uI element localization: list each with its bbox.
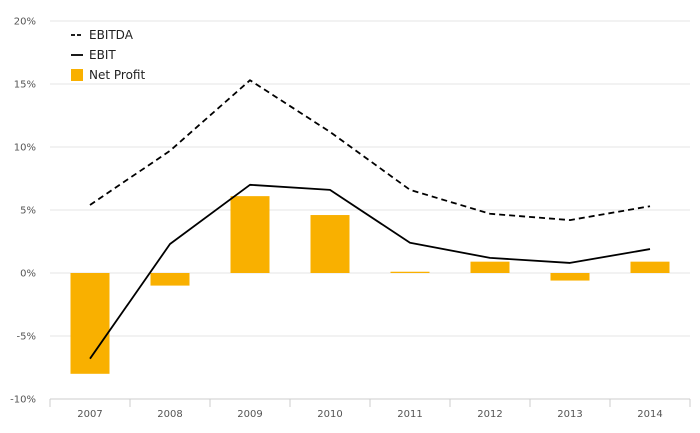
legend-label: EBITDA [89, 28, 134, 42]
y-tick-label: -5% [17, 332, 36, 343]
x-tick-label: 2013 [557, 409, 582, 420]
legend-label: Net Profit [89, 68, 145, 82]
net-profit-bar [70, 273, 110, 374]
net-profit-bar [630, 261, 670, 273]
net-profit-bar [230, 196, 270, 273]
x-tick-label: 2011 [397, 409, 422, 420]
y-tick-label: 15% [14, 80, 36, 91]
y-tick-label: 5% [20, 206, 36, 217]
net-profit-bar [390, 271, 430, 273]
ebit-line [89, 183, 651, 360]
x-tick-label: 2007 [77, 409, 102, 420]
y-axis-ticks: -10% -5% 0% 5% 10% 15% 20% [10, 17, 36, 406]
net-profit-bars [70, 196, 670, 374]
x-tick-label: 2009 [237, 409, 262, 420]
series-lines [89, 79, 651, 360]
y-tick-label: -10% [10, 395, 36, 406]
net-profit-bar [150, 273, 190, 286]
net-profit-bar [550, 273, 590, 281]
y-tick-label: 10% [14, 143, 36, 154]
net-profit-bar [310, 215, 350, 273]
legend-swatch [71, 69, 83, 81]
x-tick-label: 2008 [157, 409, 182, 420]
net-profit-bar [470, 261, 510, 273]
x-tick-label: 2014 [637, 409, 662, 420]
x-tick-label: 2010 [317, 409, 342, 420]
ebitda-line [89, 79, 651, 221]
y-tick-label: 20% [14, 17, 36, 28]
x-axis: 2007 2008 2009 2010 2011 2012 2013 2014 [49, 398, 691, 420]
x-tick-label: 2012 [477, 409, 502, 420]
y-tick-label: 0% [20, 269, 36, 280]
grid [50, 20, 690, 400]
legend-label: EBIT [89, 48, 116, 62]
legend: EBITDA EBIT Net Profit [71, 28, 145, 82]
